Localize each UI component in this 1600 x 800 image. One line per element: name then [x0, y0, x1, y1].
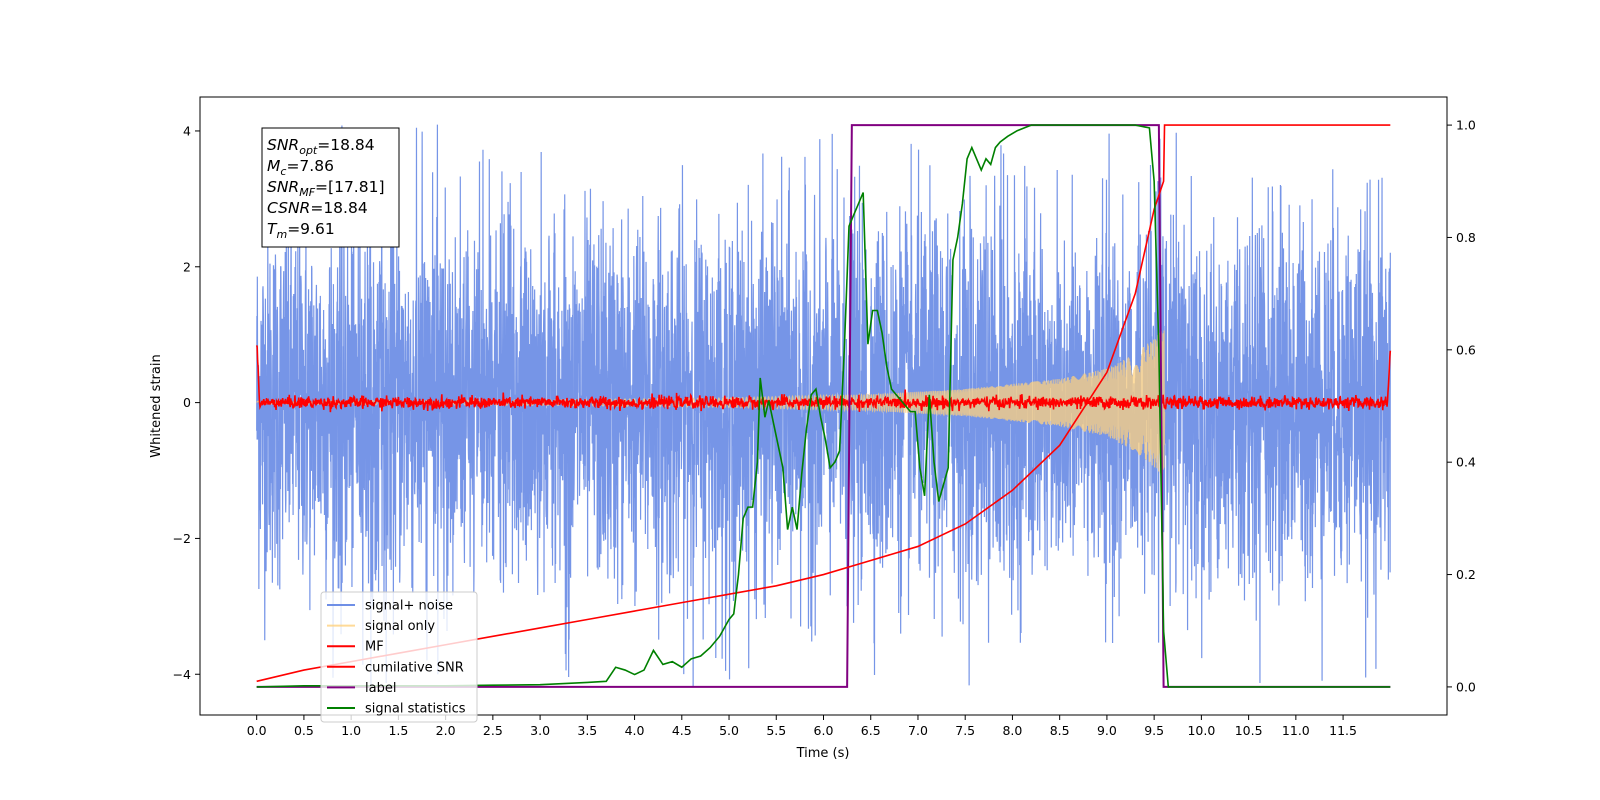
- y-right-tick-label: 0.0: [1456, 679, 1476, 694]
- annotation-line: Mc=7.86: [267, 157, 334, 178]
- x-axis-ticks: 0.0 0.5 1.0 1.5 2.0 2.5 3.0 3.5 4.0 4.5 5.0 5.5 6.0 6…: [247, 715, 1357, 738]
- x-tick-label: 7.5: [955, 723, 975, 738]
- x-tick-label: 9.0: [1097, 723, 1117, 738]
- series-signal-statistics: [256, 124, 1391, 688]
- x-tick-label: 6.0: [814, 723, 834, 738]
- x-tick-label: 2.0: [436, 723, 456, 738]
- annotation-symbol: CSNR: [267, 199, 310, 217]
- legend-entry: signal+ noise: [365, 599, 453, 614]
- series-signal-noise: [256, 124, 1391, 688]
- x-tick-label: 0.0: [247, 723, 267, 738]
- legend: signal+ noise signal only MF cumilative SNR…: [320, 591, 478, 723]
- legend-entry: cumilative SNR: [365, 660, 464, 675]
- y-left-axis-ticks: −4 −2 0 2 4: [173, 123, 200, 682]
- y-right-tick-label: 0.8: [1456, 230, 1476, 245]
- annotation-line: SNRopt=18.84: [267, 136, 375, 157]
- x-tick-label: 6.5: [861, 723, 881, 738]
- x-tick-label: 3.0: [530, 723, 550, 738]
- y-left-tick-label: 4: [183, 123, 191, 138]
- annotation-subscript: MF: [299, 186, 315, 199]
- annotation-subscript: m: [276, 228, 287, 241]
- annotation-symbol: SNR: [267, 178, 299, 196]
- series-mf: [255, 345, 1392, 413]
- x-tick-label: 9.5: [1144, 723, 1164, 738]
- x-tick-label: 1.0: [341, 723, 361, 738]
- y-right-tick-label: 0.6: [1456, 342, 1476, 357]
- x-tick-label: 5.5: [766, 723, 786, 738]
- x-tick-label: 4.5: [672, 723, 692, 738]
- y-left-axis-label: Whitened strain: [149, 354, 164, 457]
- x-tick-label: 3.5: [577, 723, 597, 738]
- x-tick-label: 10.0: [1187, 723, 1215, 738]
- annotation-symbol: SNR: [267, 136, 299, 154]
- x-axis-label: Time (s): [796, 746, 850, 761]
- annotation-subscript: opt: [299, 144, 318, 157]
- x-tick-label: 7.0: [908, 723, 928, 738]
- y-left-tick-label: 2: [183, 259, 191, 274]
- legend-entry: MF: [365, 640, 384, 655]
- annotation-line: Tm=9.61: [267, 220, 335, 241]
- annotation-value: =18.84: [310, 199, 367, 217]
- y-right-tick-label: 1.0: [1456, 118, 1476, 133]
- x-tick-label: 11.5: [1329, 723, 1357, 738]
- annotation-value: =[17.81]: [315, 178, 384, 196]
- y-left-tick-label: −2: [173, 531, 191, 546]
- annotation-symbol: M: [267, 157, 280, 175]
- y-left-tick-label: 0: [183, 395, 191, 410]
- x-tick-label: 2.5: [483, 723, 503, 738]
- annotation-value: =7.86: [286, 157, 334, 175]
- x-tick-label: 10.5: [1235, 723, 1263, 738]
- annotation-symbol: T: [267, 220, 278, 238]
- annotation-value: =18.84: [317, 136, 374, 154]
- y-left-tick-label: −4: [173, 667, 191, 682]
- x-tick-label: 1.5: [388, 723, 408, 738]
- x-tick-label: 4.0: [625, 723, 645, 738]
- annotation-subscript: c: [280, 165, 286, 178]
- annotation-value: =9.61: [287, 220, 335, 238]
- legend-entry: signal only: [365, 619, 435, 634]
- x-tick-label: 8.5: [1050, 723, 1070, 738]
- x-tick-label: 0.5: [294, 723, 314, 738]
- annotation-box: SNRopt=18.84Mc=7.86SNRMF=[17.81]CSNR=18.…: [261, 127, 400, 248]
- legend-entry: signal statistics: [365, 702, 466, 717]
- y-right-tick-label: 0.2: [1456, 567, 1476, 582]
- y-right-tick-label: 0.4: [1456, 455, 1476, 470]
- annotation-line: CSNR=18.84: [267, 199, 368, 217]
- annotation-frame: [261, 127, 400, 248]
- x-tick-label: 11.0: [1282, 723, 1310, 738]
- x-tick-label: 5.0: [719, 723, 739, 738]
- y-right-axis-ticks: 0.0 0.2 0.4 0.6 0.8 1.0: [1447, 118, 1476, 694]
- annotation-line: SNRMF=[17.81]: [267, 178, 385, 199]
- legend-frame: [320, 591, 478, 723]
- x-tick-label: 8.0: [1002, 723, 1022, 738]
- legend-entry: label: [365, 681, 396, 696]
